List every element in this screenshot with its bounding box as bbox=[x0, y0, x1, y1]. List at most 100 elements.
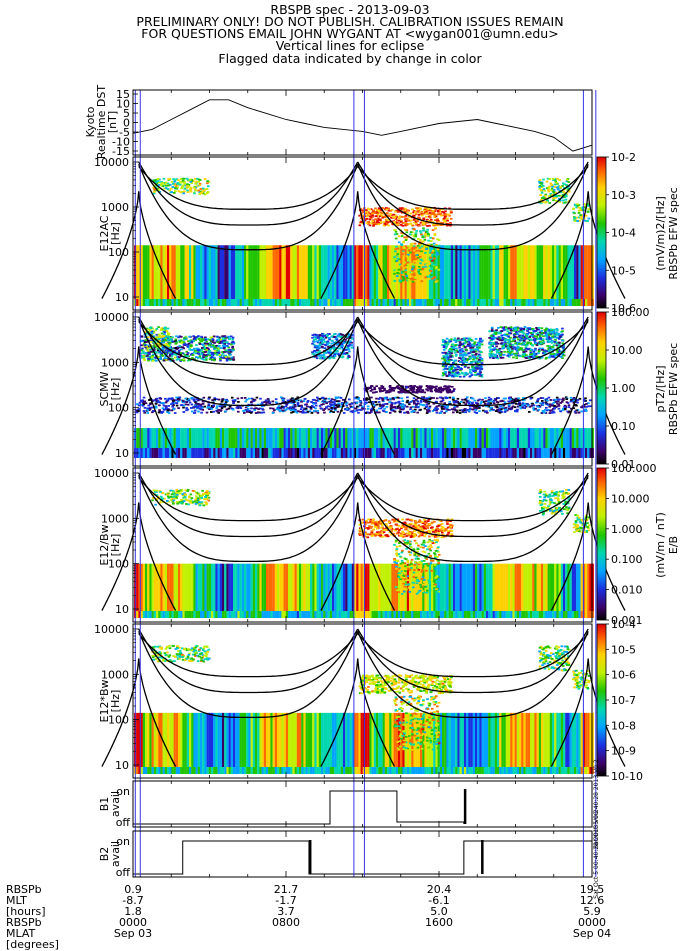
spectrogram-pixel bbox=[481, 339, 484, 342]
spectrogram-pixel bbox=[330, 342, 333, 345]
spectrogram-pixel bbox=[577, 209, 581, 212]
spectrogram-pixel bbox=[567, 411, 571, 414]
spectrogram-pixel bbox=[323, 245, 326, 299]
spectrogram-pixel bbox=[402, 232, 405, 235]
spectrogram-pixel bbox=[208, 350, 212, 352]
spectrogram-pixel bbox=[192, 351, 196, 354]
spectrogram-pixel bbox=[405, 266, 408, 268]
spectrogram-pixel bbox=[271, 407, 275, 410]
spectrogram-pixel bbox=[334, 428, 337, 448]
spectrogram-pixel bbox=[423, 222, 426, 224]
spectrogram-pixel bbox=[174, 339, 177, 342]
spectrogram-pixel bbox=[387, 448, 390, 458]
spectrogram-pixel bbox=[180, 245, 183, 299]
spectrogram-pixel bbox=[456, 397, 460, 400]
spectrogram-pixel bbox=[330, 356, 333, 359]
spectrogram-pixel bbox=[370, 222, 374, 225]
spectrogram-pixel bbox=[172, 402, 176, 404]
spectrogram-pixel bbox=[541, 245, 544, 299]
spectrogram-pixel bbox=[426, 275, 429, 278]
spectrogram-pixel bbox=[416, 256, 420, 259]
spectrogram-pixel bbox=[289, 401, 292, 404]
spectrogram-pixel bbox=[240, 397, 244, 399]
spectrogram-pixel bbox=[552, 197, 555, 200]
spectrogram-pixel bbox=[429, 256, 433, 259]
spectrogram-pixel bbox=[492, 299, 495, 306]
spectrogram-pixel bbox=[392, 213, 396, 216]
spectrogram-pixel bbox=[142, 401, 145, 404]
spectrogram-pixel bbox=[441, 211, 444, 213]
spectrogram-pixel bbox=[589, 245, 592, 299]
spectrogram-pixel bbox=[381, 216, 385, 219]
spectrogram-pixel bbox=[555, 328, 559, 330]
spectrogram-pixel bbox=[204, 193, 207, 196]
spectrogram-pixel bbox=[579, 214, 582, 216]
spectrogram-pixel bbox=[519, 428, 522, 448]
spectrogram-pixel bbox=[162, 428, 165, 448]
spectrogram-pixel bbox=[193, 299, 196, 306]
spectrogram-pixel bbox=[486, 402, 490, 405]
spectrogram-pixel bbox=[142, 245, 146, 299]
spectrogram-pixel bbox=[195, 180, 198, 183]
spectrogram-pixel bbox=[305, 299, 308, 306]
spectrogram-pixel bbox=[225, 357, 229, 359]
spectrogram-pixel bbox=[474, 360, 478, 363]
spectrogram-pixel bbox=[164, 184, 168, 187]
spectrogram-pixel bbox=[478, 398, 481, 401]
spectrogram-pixel bbox=[569, 396, 573, 399]
spectrogram-pixel bbox=[188, 348, 191, 350]
spectrogram-pixel bbox=[248, 410, 251, 412]
spectrogram-pixel bbox=[477, 361, 480, 363]
spectrogram-pixel bbox=[554, 179, 557, 181]
spectrogram-pixel bbox=[227, 346, 230, 349]
spectrogram-pixel bbox=[499, 400, 502, 403]
spectrogram-pixel bbox=[460, 338, 464, 341]
spectrogram-pixel bbox=[381, 406, 384, 408]
spectrogram-pixel bbox=[257, 299, 260, 306]
spectrogram-pixel bbox=[195, 356, 198, 358]
spectrogram-pixel bbox=[201, 358, 205, 360]
spectrogram-pixel bbox=[142, 339, 146, 342]
spectrogram-pixel bbox=[382, 428, 385, 448]
spectrogram-pixel bbox=[564, 198, 567, 201]
spectrogram-pixel bbox=[565, 195, 568, 198]
spectrogram-pixel bbox=[248, 299, 251, 306]
spectrogram-pixel bbox=[543, 448, 546, 458]
spectrogram-pixel bbox=[525, 328, 529, 331]
spectrogram-pixel bbox=[186, 353, 189, 356]
spectrogram-pixel bbox=[418, 249, 421, 252]
spectrogram-pixel bbox=[283, 299, 286, 306]
spectrogram-pixel bbox=[143, 343, 146, 345]
spectrogram-pixel bbox=[195, 336, 198, 339]
spectrogram-pixel bbox=[502, 400, 505, 403]
spectrogram-pixel bbox=[366, 411, 369, 414]
spectrogram-pixel bbox=[165, 347, 169, 350]
spectrogram-pixel bbox=[428, 407, 431, 409]
spectrogram-pixel bbox=[177, 190, 181, 193]
spectrogram-pixel bbox=[152, 180, 156, 182]
spectrogram-pixel bbox=[281, 448, 284, 458]
spectrogram-pixel bbox=[231, 336, 235, 339]
spectrogram-pixel bbox=[196, 177, 199, 180]
spectrogram-pixel bbox=[469, 350, 473, 352]
spectrogram-pixel bbox=[158, 299, 161, 306]
spectrogram-pixel bbox=[337, 353, 341, 356]
spectrogram-pixel bbox=[572, 208, 575, 210]
spectrogram-pixel bbox=[185, 409, 188, 412]
spectrogram-pixel bbox=[477, 448, 480, 458]
spectrogram-pixel bbox=[530, 404, 534, 407]
spectrogram-pixel bbox=[415, 245, 418, 299]
spectrogram-pixel bbox=[493, 342, 496, 345]
spectrogram-pixel bbox=[279, 245, 282, 299]
spectrogram-pixel bbox=[411, 268, 414, 271]
spectrogram-pixel bbox=[190, 340, 194, 343]
spectrogram-pixel bbox=[508, 346, 512, 349]
spectrogram-pixel bbox=[515, 336, 519, 339]
spectrogram-pixel bbox=[471, 343, 474, 346]
spectrogram-pixel bbox=[147, 336, 150, 339]
spectrogram-pixel bbox=[151, 400, 154, 403]
spectrogram-pixel bbox=[329, 354, 333, 357]
spectrogram-pixel bbox=[345, 335, 349, 338]
spectrogram-pixel bbox=[401, 400, 404, 402]
spectrogram-pixel bbox=[545, 398, 548, 400]
